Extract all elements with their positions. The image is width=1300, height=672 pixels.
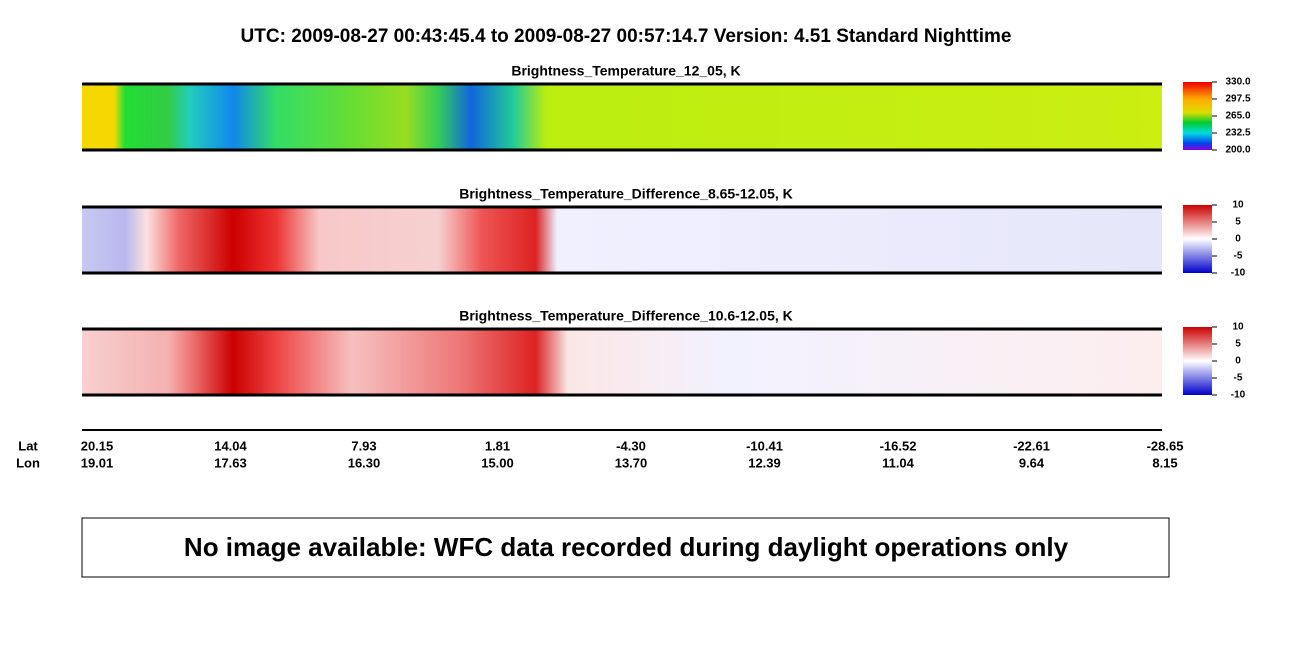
lat-tick-label: 7.93 bbox=[351, 438, 376, 453]
colorbar-tick-label: -10 bbox=[1231, 268, 1246, 279]
colorbar-tick-label: -5 bbox=[1234, 251, 1243, 262]
lon-tick-label: 15.00 bbox=[481, 455, 514, 470]
panel-image bbox=[82, 84, 1162, 150]
lon-tick-label: 9.64 bbox=[1019, 455, 1045, 470]
lat-tick-label: -22.61 bbox=[1013, 438, 1050, 453]
colorbar-tick-label: 0 bbox=[1235, 356, 1241, 367]
colorbar-tick-label: 10 bbox=[1232, 200, 1244, 211]
lon-tick-label: 12.39 bbox=[748, 455, 781, 470]
message: No image available: WFC data recorded du… bbox=[184, 532, 1069, 562]
lat-tick-label: -4.30 bbox=[616, 438, 646, 453]
message-box bbox=[81, 517, 1170, 578]
colorbar-tick-label: 10 bbox=[1232, 322, 1244, 333]
lon-label: Lon bbox=[16, 455, 40, 470]
colorbar-tick-label: -10 bbox=[1231, 390, 1246, 401]
panel-title: Brightness_Temperature_Difference_8.65-1… bbox=[459, 186, 793, 202]
lon-tick-label: 11.04 bbox=[882, 455, 915, 470]
colorbar-tick-label: 232.5 bbox=[1225, 128, 1250, 139]
lat-tick-label: 14.04 bbox=[214, 438, 247, 453]
lon-tick-label: 13.70 bbox=[615, 455, 648, 470]
lon-tick-label: 16.30 bbox=[348, 455, 381, 470]
colorbar-tick-label: 0 bbox=[1235, 234, 1241, 245]
colorbar-tick-label: 265.0 bbox=[1225, 111, 1250, 122]
colorbar bbox=[1183, 82, 1212, 150]
colorbar-tick-label: 5 bbox=[1235, 217, 1241, 228]
lon-tick-label: 19.01 bbox=[81, 455, 114, 470]
lat-tick-label: 1.81 bbox=[485, 438, 510, 453]
lat-tick-label: -16.52 bbox=[880, 438, 917, 453]
lat-tick-label: -28.65 bbox=[1147, 438, 1184, 453]
colorbar-tick-label: 5 bbox=[1235, 339, 1241, 350]
lon-tick-label: 8.15 bbox=[1152, 455, 1177, 470]
panel-image bbox=[82, 207, 1162, 273]
colorbar bbox=[1183, 327, 1212, 395]
colorbar bbox=[1183, 205, 1212, 273]
panels: Brightness_Temperature_12_05, K 330.0 297.… bbox=[82, 63, 1251, 401]
panel-title: Brightness_Temperature_Difference_10.6-1… bbox=[459, 308, 793, 324]
lon-tick-label: 17.63 bbox=[214, 455, 247, 470]
lat-tick-label: 20.15 bbox=[81, 438, 114, 453]
colorbar-tick-label: -5 bbox=[1234, 373, 1243, 384]
panel-title: Brightness_Temperature_12_05, K bbox=[511, 63, 740, 79]
panel-image bbox=[82, 329, 1162, 395]
colorbar-tick-label: 330.0 bbox=[1225, 77, 1250, 88]
lat-tick-label: -10.41 bbox=[746, 438, 783, 453]
page-title: UTC: 2009-08-27 00:43:45.4 to 2009-08-27… bbox=[241, 26, 1012, 47]
colorbar-tick-label: 200.0 bbox=[1225, 145, 1250, 156]
colorbar-tick-label: 297.5 bbox=[1225, 94, 1250, 105]
lat-label: Lat bbox=[18, 438, 38, 453]
